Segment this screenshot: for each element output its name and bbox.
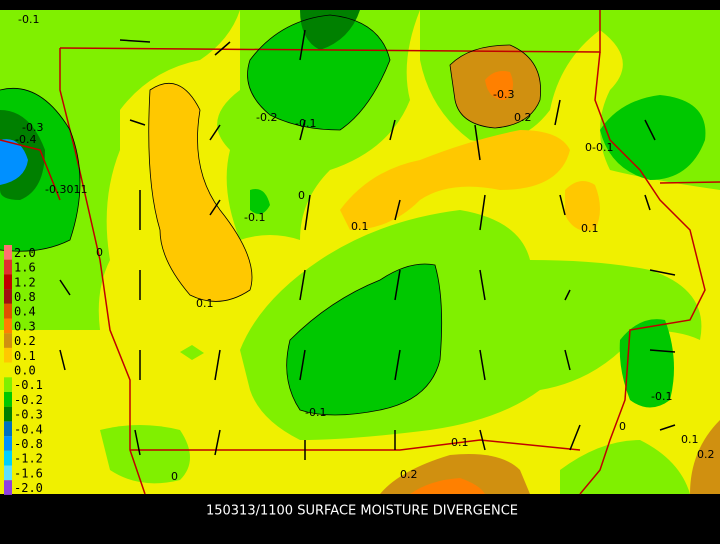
contour-label: 0	[171, 470, 178, 483]
legend-label: 0.1	[14, 349, 36, 363]
legend-label: -1.6	[14, 466, 43, 480]
map-title: 150313/1100 SURFACE MOISTURE DIVERGENCE	[206, 504, 518, 519]
legend-swatch	[4, 245, 12, 260]
contour-label: -0.3011	[45, 183, 87, 196]
region	[100, 425, 190, 484]
legend-label: 1.6	[14, 261, 36, 275]
region	[250, 189, 270, 214]
region	[485, 71, 514, 100]
contour-label: -0.1	[651, 390, 672, 403]
region	[0, 139, 28, 185]
border	[579, 51, 706, 495]
legend-swatch	[4, 450, 12, 466]
border	[659, 181, 720, 184]
legend-label: -0.1	[14, 378, 43, 392]
contour-label: 0.1	[351, 220, 369, 233]
border	[130, 439, 581, 451]
legend-swatch	[4, 406, 12, 422]
legend-swatch	[4, 347, 12, 363]
legend-swatch	[4, 274, 12, 290]
legend-label: -1.2	[14, 452, 43, 466]
contour	[0, 88, 81, 252]
contour-label: 0.2	[400, 468, 418, 481]
wind-barbs	[59, 29, 676, 460]
border	[0, 139, 61, 201]
legend-swatch	[4, 303, 12, 319]
legend-label: -2.0	[14, 481, 43, 495]
contour-label: 0	[619, 420, 626, 433]
legend-swatch	[4, 377, 12, 392]
contour-label: 0.1	[581, 222, 599, 235]
contour-label: 0.2	[514, 111, 532, 124]
contour-label: 0.1	[681, 433, 699, 446]
legend-label: -0.2	[14, 393, 43, 407]
contour-label: 0	[96, 246, 103, 259]
field	[0, 10, 720, 494]
legend-label: 0.2	[14, 334, 36, 348]
region	[286, 264, 442, 415]
legend-swatch	[4, 480, 12, 495]
region	[148, 83, 252, 302]
region	[300, 10, 360, 50]
legend-swatch	[4, 259, 12, 275]
contour-labels: -0.1-0.2 -0.1-0.30.2-0.3-0.4-0.30110-0.10…	[15, 13, 715, 483]
contour-label: -0.4	[15, 133, 36, 146]
region	[410, 478, 485, 494]
legend-swatch	[4, 436, 12, 451]
legend-label: 0.3	[14, 319, 36, 333]
contour-label: 0.2	[697, 448, 715, 461]
region	[247, 15, 390, 130]
border	[59, 48, 146, 495]
legend-label: 2.0	[14, 246, 36, 260]
region	[180, 345, 204, 360]
contour-label: -0.2	[256, 111, 277, 124]
region	[560, 440, 690, 494]
contour	[247, 14, 391, 131]
contour-label: 0.1	[196, 297, 214, 310]
contour-label: -0.1	[244, 211, 265, 224]
contour-label: 0-0.1	[585, 141, 613, 154]
contour-label: -0.1	[295, 117, 316, 130]
legend-swatch	[4, 362, 12, 378]
region	[690, 420, 720, 494]
legend-label: -0.3	[14, 408, 43, 422]
contour	[286, 263, 443, 416]
contour-label: -0.3	[22, 121, 43, 134]
region	[565, 181, 600, 231]
legend-swatch	[4, 392, 12, 407]
contour-label: -0.3	[493, 88, 514, 101]
legend-swatch	[4, 318, 12, 334]
legend-label: 1.2	[14, 275, 36, 289]
contour	[449, 44, 542, 129]
region	[600, 95, 706, 180]
legend-swatch	[4, 465, 12, 481]
legend-label: 0.4	[14, 305, 36, 319]
legend-swatch	[4, 421, 12, 437]
state-borders	[0, 10, 720, 495]
contour-label: 0.1	[451, 436, 469, 449]
legend: 2.01.61.20.80.40.30.20.10.0-0.1-0.2-0.3-…	[4, 245, 43, 495]
contour-label: -0.1	[18, 13, 39, 26]
legend-swatch	[4, 333, 12, 348]
contours	[0, 14, 542, 416]
contour-label: 0	[298, 189, 305, 202]
legend-label: 0.8	[14, 290, 36, 304]
barb	[59, 29, 676, 460]
contour-label: -0.1	[305, 406, 326, 419]
region	[340, 130, 570, 230]
legend-label: -0.4	[14, 422, 43, 436]
contour	[148, 82, 253, 302]
legend-label: -0.8	[14, 437, 43, 451]
region	[619, 319, 674, 408]
legend-label: 0.0	[14, 363, 36, 377]
region	[380, 454, 530, 494]
legend-swatch	[4, 289, 12, 304]
